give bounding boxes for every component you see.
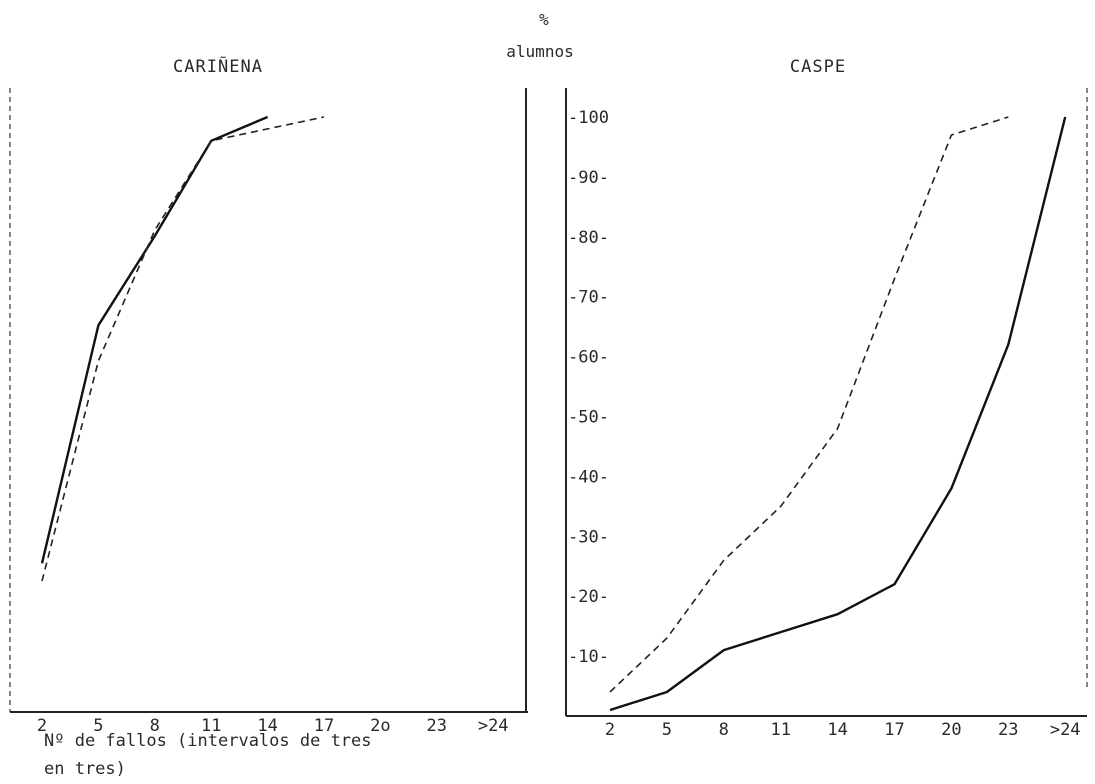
left-panel-title: CARIÑENA [173,55,263,77]
x-tick-label: 8 [719,720,729,740]
data-series [40,115,1067,712]
y-tick-label: -60- [568,348,609,368]
x-tick-label: 5 [93,716,103,736]
x-tick-label: >24 [478,716,509,736]
x-tick-label: 5 [662,720,672,740]
y-axis-symbol: % [539,10,549,29]
x-tick-label: 20 [941,720,961,740]
x-axis-label-line1: Nº de fallos (intervalos de tres [44,731,372,751]
x-axis-label-line2: en tres) [44,759,126,779]
x-tick-label: 2 [37,716,47,736]
y-tick-label: -90- [568,168,609,188]
x-tick-label: 17 [314,716,334,736]
caspe-solid-series-line [609,116,1067,712]
x-tick-label: 11 [201,716,221,736]
caspe-dashed-series-line [609,116,1009,693]
carinena-solid-series-line [40,115,269,564]
y-tick-label: -30- [568,527,609,547]
y-axis-label: alumnos [506,42,573,61]
y-tick-label: -80- [568,228,609,248]
x-tick-label: 14 [257,716,277,736]
x-tick-label: 23 [427,716,447,736]
y-tick-label: -100 [568,108,609,128]
y-tick-label: -10- [568,647,609,667]
x-tick-label: 2o [370,716,390,736]
y-tick-label: -40- [568,467,609,487]
x-tick-label: 17 [884,720,904,740]
carinena-dashed-series-line [41,116,325,582]
y-tick-label: -50- [568,408,609,428]
right-panel-title: CASPE [790,57,846,77]
x-tick-label: 23 [998,720,1018,740]
tick-labels: -100 -90- -80- -70- -60- -50- -40- -30- -20- -10-… [37,108,1081,740]
x-tick-label: 11 [770,720,790,740]
x-tick-label: 2 [605,720,615,740]
x-tick-label: >24 [1050,720,1081,740]
y-tick-label: -70- [568,288,609,308]
x-tick-label: 8 [150,716,160,736]
x-tick-label: 14 [827,720,847,740]
y-tick-label: -20- [568,587,609,607]
